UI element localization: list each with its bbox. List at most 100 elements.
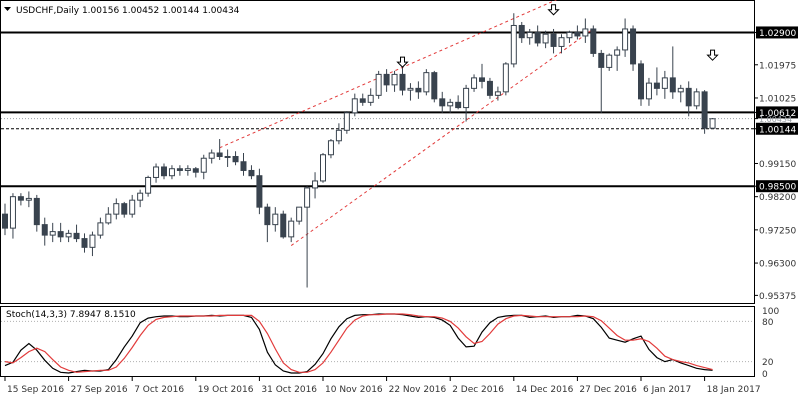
candle-body-bull — [693, 91, 700, 107]
candle — [574, 25, 581, 40]
candle — [407, 83, 414, 101]
arrow-markers — [396, 4, 719, 68]
candle — [359, 93, 366, 106]
candle-body-bull — [335, 129, 342, 142]
time-axis-label: 2 Dec 2016 — [452, 385, 504, 395]
candle-body-bear — [81, 238, 88, 248]
candle — [709, 118, 716, 129]
candle — [41, 217, 48, 246]
candle-body-bull — [375, 73, 382, 96]
candle-body-bull — [542, 33, 549, 44]
candle-body-bear — [176, 168, 183, 171]
candle-body-bear — [550, 33, 557, 47]
candle-body-bear — [73, 232, 80, 240]
candle-body-bear — [455, 101, 462, 109]
candle-body-bull — [25, 197, 32, 201]
candle — [232, 151, 239, 166]
candle — [590, 25, 597, 57]
candle-body-bull — [709, 118, 716, 129]
chart-menu-icon[interactable] — [4, 7, 11, 11]
candle — [661, 70, 668, 99]
candle — [129, 194, 136, 218]
candle — [598, 49, 605, 113]
candle-body-bear — [256, 175, 263, 208]
stochastic-lines — [4, 313, 713, 374]
candle — [200, 154, 207, 180]
candle-body-bull — [391, 73, 398, 86]
candle — [89, 231, 96, 257]
stochastic-label: Stoch(14,3,3) 7.8947 8.1510 — [6, 310, 136, 320]
candle — [542, 30, 549, 49]
candle — [526, 28, 533, 45]
candle — [9, 193, 16, 239]
candle — [423, 69, 430, 96]
candle-body-bull — [614, 49, 621, 56]
candle-body-bull — [622, 28, 629, 51]
candle-body-bear — [57, 231, 64, 238]
candle — [17, 193, 24, 206]
candle-body-bull — [320, 154, 326, 182]
current-price-label: 1.00434 — [759, 115, 792, 124]
candle — [677, 84, 684, 103]
candle — [248, 165, 255, 180]
candle — [606, 53, 613, 71]
candle — [224, 149, 231, 167]
price-tag-bg — [756, 122, 798, 135]
candle — [25, 191, 32, 208]
candle — [447, 98, 454, 113]
candle — [280, 210, 287, 239]
candle-body-bull — [327, 140, 334, 156]
candle — [383, 69, 390, 92]
price-tag-bg — [756, 106, 798, 119]
candle — [693, 88, 700, 110]
candle-body-bull — [494, 91, 501, 96]
time-axis-label: 27 Dec 2016 — [579, 385, 637, 395]
candle-body-bull — [677, 87, 684, 93]
candle — [534, 25, 541, 47]
time-axis-label: 18 Jan 2017 — [707, 385, 761, 395]
candle-body-bull — [566, 31, 573, 39]
price-axis-label: 1.01025 — [759, 94, 796, 104]
candle — [304, 186, 311, 288]
candle — [216, 139, 223, 160]
stochastic-axis-label: 20 — [762, 358, 774, 368]
candle-body-bull — [208, 152, 215, 159]
candle-body-bull — [97, 222, 104, 236]
candle — [288, 217, 295, 243]
candle — [439, 91, 446, 113]
candle — [264, 203, 271, 243]
candle — [614, 46, 621, 71]
candle-body-bull — [9, 196, 16, 229]
candle — [49, 222, 56, 243]
candle-body-bull — [168, 168, 175, 177]
candle-body-bull — [288, 220, 295, 238]
stochastic-levels — [1, 320, 754, 363]
price-axis-label: 0.96300 — [759, 260, 796, 270]
candle-body-bull — [312, 180, 319, 189]
time-axis-label: 7 Oct 2016 — [134, 385, 184, 395]
candle-body-bull — [272, 213, 279, 226]
candle — [161, 163, 167, 180]
candle-body-bull — [447, 101, 454, 107]
candle-body-bull — [105, 213, 112, 224]
candle — [320, 153, 326, 183]
candle-body-bear — [653, 82, 660, 89]
candle — [622, 18, 629, 57]
candle — [168, 165, 175, 180]
candle-body-bull — [645, 82, 652, 100]
time-axis-label: 6 Jan 2017 — [643, 385, 691, 395]
candle — [192, 166, 199, 178]
candle-body-bull — [502, 63, 509, 93]
candle-body-bear — [685, 87, 692, 107]
candle-body-bear — [486, 80, 493, 96]
candle-body-bear — [41, 224, 48, 236]
price-axis-label: 0.95375 — [759, 292, 796, 302]
candle-body-bear — [479, 77, 485, 82]
candle — [638, 60, 644, 106]
candle-body-bear — [518, 24, 525, 39]
candle-body-bull — [296, 206, 303, 222]
candle — [176, 165, 183, 176]
candle-body-bear — [2, 213, 8, 229]
candle-body-bear — [33, 197, 40, 226]
candle-body-bull — [137, 192, 144, 201]
